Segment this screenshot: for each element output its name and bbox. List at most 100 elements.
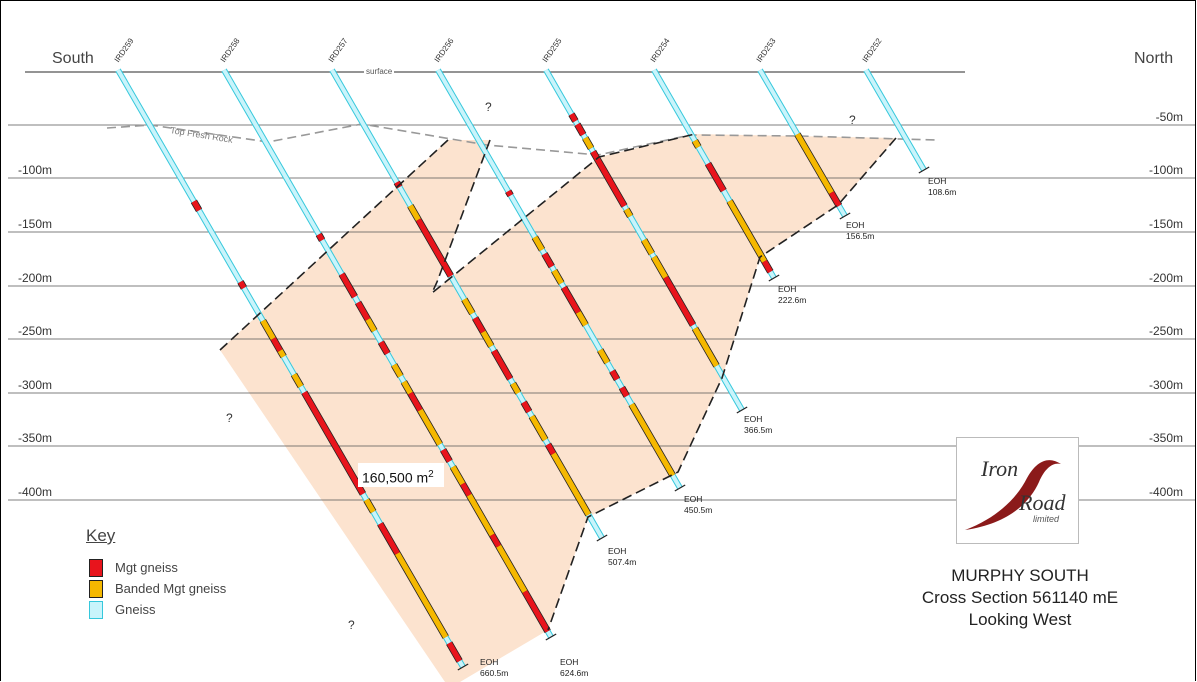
depth-label-right: -50m [1155,110,1183,124]
mgt-gneiss-interval [355,301,371,321]
eoh-label: EOH 108.6m [928,176,956,198]
mgt-gneiss-interval [521,400,532,413]
banded-mgt-gneiss-interval [641,238,655,255]
banded-mgt-gneiss-interval [496,544,528,593]
banded-mgt-gneiss-interval [692,139,701,149]
key-label-mgt-gneiss: Mgt gneiss [115,560,178,575]
mgt-gneiss-interval [191,199,202,212]
drill-hole [757,68,851,220]
depth-label-right: -200m [1148,271,1183,285]
banded-mgt-gneiss-interval [407,204,421,222]
depth-label-left: -200m [18,271,53,285]
north-label: North [1134,50,1174,67]
mgt-gneiss-interval [301,391,366,496]
banded-mgt-gneiss-interval [532,235,545,252]
top-fresh-rock-line [106,123,936,156]
banded-mgt-gneiss-interval [551,452,591,516]
eoh-label: EOH 222.6m [778,284,806,306]
eoh-tick [674,484,686,492]
key-label-banded-mgt-gneiss: Banded Mgt gneiss [115,581,227,596]
south-label: South [52,50,94,67]
logo-word-road: Road [1019,490,1066,515]
mgt-gneiss-interval [377,522,400,555]
mgt-gneiss-interval [522,590,551,633]
banded-mgt-gneiss-interval [364,498,376,514]
banded-mgt-gneiss-interval [629,403,676,477]
drill-holes [115,68,930,671]
depth-label-left: -100m [18,163,53,177]
boundary-dash [431,133,696,294]
area-value: 160,500 m [362,469,429,486]
eoh-depth: 507.4m [608,557,637,567]
boundary-dash [547,137,897,631]
eoh-depth: 222.6m [778,295,807,305]
mgt-gneiss-interval [238,280,247,290]
banded-mgt-gneiss-interval [466,493,495,537]
unknown-marker: ? [226,411,233,425]
banded-mgt-gneiss-interval [450,465,466,486]
key-swatch-banded-mgt-gneiss [89,580,103,598]
boundary-dash [219,139,449,351]
eoh-text: EOH [928,176,947,186]
fresh-rock-dash [106,123,936,156]
eoh-label: EOH 156.5m [846,220,874,242]
banded-mgt-gneiss-interval [624,208,633,218]
banded-mgt-gneiss-interval [795,132,834,194]
banded-mgt-gneiss-interval [461,297,475,315]
banded-mgt-gneiss-interval [417,408,443,446]
eoh-depth: 366.5m [744,425,773,435]
mgt-gneiss-interval [440,448,452,463]
banded-mgt-gneiss-interval [395,552,449,639]
banded-mgt-gneiss-interval [480,330,494,348]
banded-mgt-gneiss-interval [365,318,377,333]
eoh-depth: 450.5m [684,505,713,515]
mgt-gneiss-interval [590,150,627,208]
eoh-tick [918,166,930,174]
eoh-text: EOH [778,284,797,294]
eoh-text: EOH [846,220,865,230]
banded-mgt-gneiss-interval [291,373,304,388]
unknown-marker: ? [348,618,355,632]
mgt-gneiss-interval [491,349,513,381]
mgt-gneiss-interval [542,252,555,268]
eoh-text: EOH [560,657,579,667]
iron-road-logo: Iron Road limited [956,437,1079,544]
banded-mgt-gneiss-interval [692,327,719,368]
area-unit-superscript: 2 [428,469,434,480]
eoh-tick [596,534,608,542]
title-line-1: MURPHY SOUTH [951,566,1089,585]
mgt-gneiss-interval [460,482,472,497]
banded-mgt-gneiss-interval [529,414,548,442]
mgt-gneiss-interval [446,641,462,663]
mgt-gneiss-interval [545,443,556,456]
mgt-gneiss-interval [762,260,773,274]
banded-mgt-gneiss-interval [510,382,521,395]
banded-mgt-gneiss-interval [651,255,668,279]
logo-swoosh-icon [965,460,1061,530]
depth-label-right: -400m [1148,485,1183,499]
mgt-gneiss-interval [609,369,620,381]
mgt-gneiss-interval [575,123,586,136]
banded-mgt-gneiss-interval [277,349,286,358]
drill-hole [651,68,780,282]
banded-mgt-gneiss-interval [576,311,588,327]
key-title: Key [86,526,116,545]
eoh-label: EOH 366.5m [744,414,772,436]
key-swatch-gneiss [89,601,103,619]
mgt-gneiss-interval [270,337,283,352]
eoh-label: EOH 660.5m [480,657,508,679]
unknown-marker: ? [849,113,856,127]
mgt-gneiss-interval [416,218,454,278]
depth-label-left: -350m [18,431,53,445]
eoh-depth: 156.5m [846,231,875,241]
banded-mgt-gneiss-interval [597,348,610,364]
mgt-gneiss-interval [316,233,325,242]
drill-hole [863,68,930,174]
depth-label-left: -150m [18,217,53,231]
unknown-marker: ? [485,100,492,114]
title-line-3: Looking West [968,610,1072,629]
eoh-depth: 108.6m [928,187,957,197]
depth-label-right: -250m [1148,324,1183,338]
eoh-tick [457,663,469,671]
